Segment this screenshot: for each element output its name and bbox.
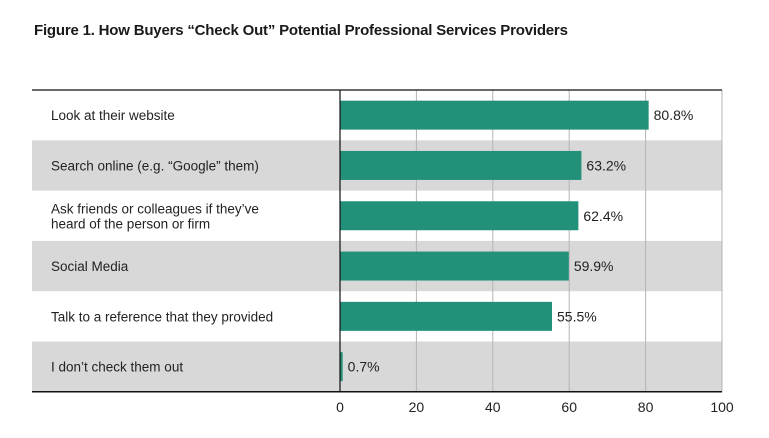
category-label: Look at their website (51, 108, 175, 123)
bar (340, 352, 343, 382)
axes (32, 89, 722, 393)
bar (340, 201, 579, 231)
chart-title: Figure 1. How Buyers “Check Out” Potenti… (34, 22, 568, 39)
x-tick-label: 20 (409, 399, 425, 415)
bars (340, 100, 649, 382)
x-tick-label: 40 (485, 399, 501, 415)
value-label: 59.9% (574, 258, 614, 274)
category-label: Talk to a reference that they provided (51, 309, 273, 324)
category-labels: Look at their website Search online (e.g.… (51, 108, 273, 375)
bar (340, 150, 582, 180)
bar (340, 100, 649, 130)
category-label: heard of the person or firm (51, 216, 210, 231)
category-label: Social Media (51, 259, 129, 274)
gridlines (415, 90, 723, 392)
x-tick-label: 100 (710, 399, 734, 415)
value-labels: 80.8% 63.2% 62.4% 59.9% 55.5% 0.7% (348, 107, 694, 375)
value-label: 63.2% (586, 157, 626, 173)
x-tick-label: 0 (336, 399, 344, 415)
category-label: Ask friends or colleagues if they’ve (51, 201, 259, 216)
value-label: 62.4% (583, 208, 623, 224)
x-tick-labels: 0 20 40 60 80 100 (336, 399, 734, 415)
x-tick-label: 60 (561, 399, 577, 415)
bar (340, 251, 569, 281)
bar (340, 301, 553, 331)
x-tick-label: 80 (638, 399, 654, 415)
category-label: Search online (e.g. “Google” them) (51, 158, 259, 173)
row-band (32, 341, 722, 392)
value-label: 0.7% (348, 359, 380, 375)
value-label: 80.8% (654, 107, 694, 123)
value-label: 55.5% (557, 308, 597, 324)
category-label: I don’t check them out (51, 360, 183, 375)
